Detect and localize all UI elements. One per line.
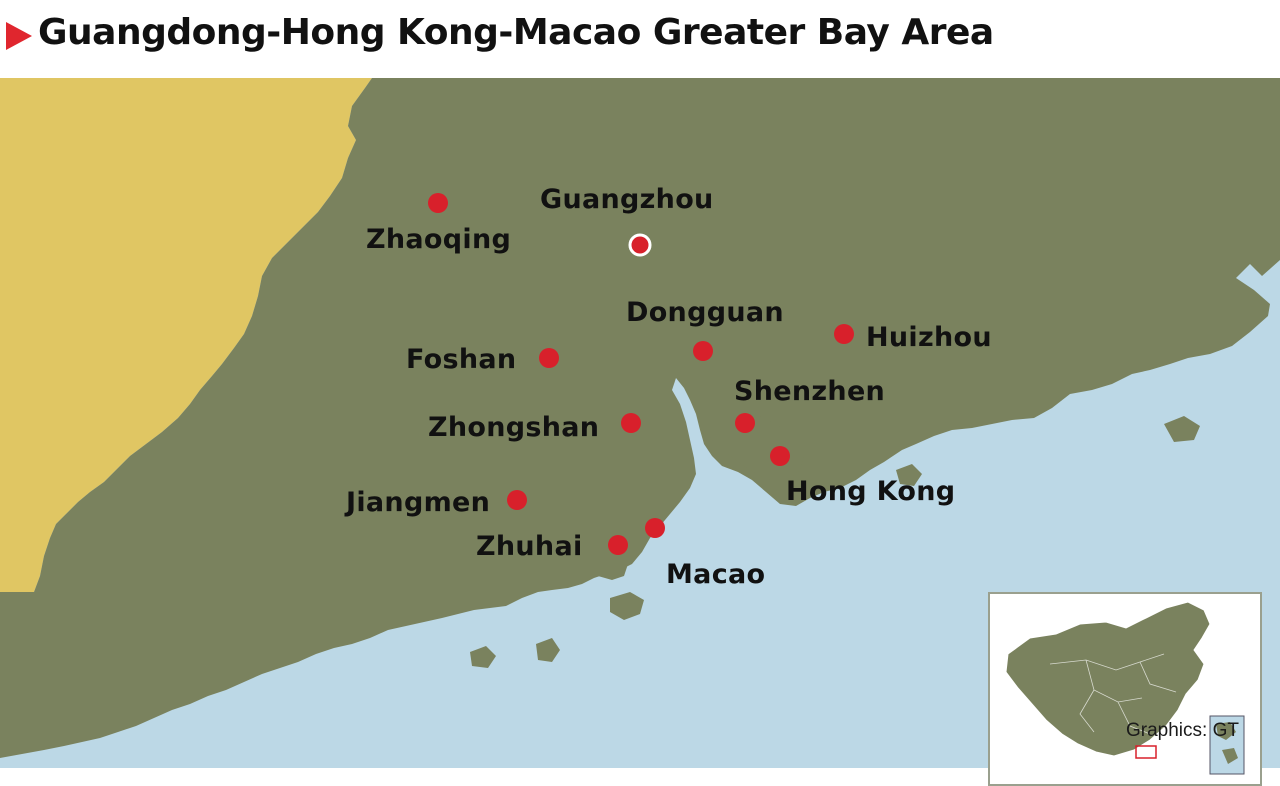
city-marker-zhongshan [621, 413, 641, 433]
regional-map: Zhaoqing Guangzhou Dongguan Huizhou Foshan Sh… [0, 78, 1280, 768]
city-macao: Macao [645, 518, 765, 590]
city-label-shenzhen: Shenzhen [734, 376, 885, 407]
header: Guangdong-Hong Kong-Macao Greater Bay Ar… [0, 0, 1280, 78]
zhuhai-peninsula [556, 508, 628, 580]
city-marker-foshan [539, 348, 559, 368]
city-label-foshan: Foshan [406, 344, 516, 375]
city-label-zhongshan: Zhongshan [428, 412, 599, 443]
mainland-land [0, 78, 1280, 758]
city-zhaoqing: Zhaoqing [366, 193, 511, 255]
city-zhuhai: Zhuhai [476, 531, 628, 562]
city-foshan: Foshan [406, 344, 559, 375]
locator-inset [988, 592, 1262, 786]
city-label-guangzhou: Guangzhou [540, 184, 714, 215]
city-marker-dongguan [693, 341, 713, 361]
city-label-huizhou: Huizhou [866, 322, 992, 353]
graphics-credit: Graphics: GT [1126, 720, 1239, 741]
title-marker-icon [6, 22, 32, 50]
city-marker-guangzhou [628, 233, 652, 257]
china-locator-map [1005, 601, 1245, 775]
city-zhongshan: Zhongshan [428, 412, 641, 443]
city-markers: Zhaoqing Guangzhou Dongguan Huizhou Foshan Sh… [344, 184, 992, 590]
province-borders [1049, 653, 1177, 735]
city-label-hongkong: Hong Kong [786, 476, 955, 507]
city-marker-zhaoqing [428, 193, 448, 213]
city-marker-shenzhen [735, 413, 755, 433]
coastal-islands [470, 416, 1200, 668]
china-outline [1005, 601, 1211, 757]
city-hongkong: Hong Kong [770, 446, 955, 507]
city-guangzhou: Guangzhou [540, 184, 714, 257]
city-dongguan: Dongguan [626, 297, 784, 361]
south-china-sea-islands [1216, 722, 1238, 764]
city-marker-jiangmen [507, 490, 527, 510]
city-marker-hongkong [770, 446, 790, 466]
city-marker-huizhou [834, 324, 854, 344]
gba-highlight-box [1135, 745, 1157, 759]
city-label-jiangmen: Jiangmen [344, 487, 490, 518]
city-label-zhuhai: Zhuhai [476, 531, 583, 562]
city-label-macao: Macao [666, 559, 765, 590]
city-shenzhen: Shenzhen [734, 376, 885, 433]
map-area: Zhaoqing Guangzhou Dongguan Huizhou Foshan Sh… [0, 78, 1280, 786]
city-marker-zhuhai [608, 535, 628, 555]
neighbor-province-land [0, 78, 372, 592]
city-label-dongguan: Dongguan [626, 297, 784, 328]
city-marker-macao [645, 518, 665, 538]
city-huizhou: Huizhou [834, 322, 992, 353]
city-label-zhaoqing: Zhaoqing [366, 224, 511, 255]
page-title: Guangdong-Hong Kong-Macao Greater Bay Ar… [38, 12, 994, 53]
city-jiangmen: Jiangmen [344, 487, 527, 518]
